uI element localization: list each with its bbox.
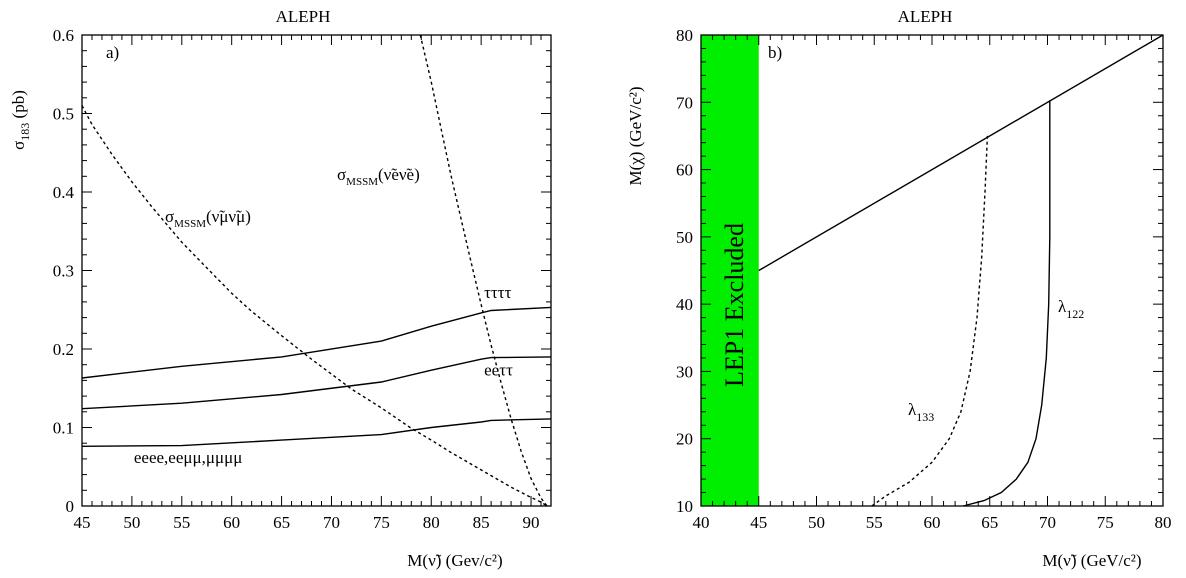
x-tick-label: 75 [1097, 513, 1114, 532]
chart-panel-a: ALEPH a) M(ν̃) (Gev/c²) σ183 (pb) 45 50 55… [9, 7, 552, 570]
y-tick-label: 50 [676, 228, 693, 247]
x-tick-label: 80 [423, 513, 440, 532]
y-tick-label: 60 [676, 161, 693, 180]
x-tick-label: 50 [123, 513, 140, 532]
y-tick-label: 0.2 [53, 340, 74, 359]
chart-a-panel-label: a) [106, 43, 119, 62]
chart-b-y-axis-label: M(χ) (GeV/c²) [626, 86, 645, 185]
y-tick-label: 30 [676, 362, 693, 381]
series-line-0-3 [81, 105, 548, 507]
x-tick-label: 90 [523, 513, 540, 532]
y-tick-label: 70 [676, 93, 693, 112]
chart-a-title: ALEPH [276, 7, 331, 26]
x-tick-label: 60 [924, 513, 941, 532]
series-annotation: eeττ [484, 361, 513, 380]
chart-b-title: ALEPH [898, 7, 953, 26]
y-tick-label: 40 [676, 295, 693, 314]
y-tick-label: 0 [66, 497, 75, 516]
series-line-1-1 [871, 135, 989, 507]
series-line-1-0 [758, 34, 1164, 272]
y-tick-label: 20 [676, 430, 693, 449]
lep1-excluded-label: LEP1 Excluded [720, 223, 749, 387]
y-tick-label: 0.5 [53, 105, 74, 124]
chart-panel-b: ALEPH b) LEP1 Excluded M(ν̃) (GeV/c²) M(… [626, 7, 1172, 570]
y-tick-label: 0.3 [53, 262, 74, 281]
y-tick-label: 0.1 [53, 419, 74, 438]
y-tick-label: 0.6 [53, 26, 74, 45]
lep1-excluded-region [701, 35, 759, 506]
x-tick-label: 55 [173, 513, 190, 532]
x-tick-label: 65 [273, 513, 290, 532]
chart-a-mssm-mu-label: σMSSM(ν̃μν̃μ) [165, 207, 251, 230]
y-tick-label: 80 [676, 26, 693, 45]
series-line-0-4 [419, 34, 548, 507]
chart-b-panel-label: b) [768, 43, 782, 62]
chart-a-mssm-e-label: σMSSM(ν̃eν̃e) [337, 165, 420, 188]
series-annotation: eeee,eeμμ,μμμμ [134, 448, 242, 467]
chart-b-lambda133-label: λ133 [908, 400, 934, 424]
chart-a-y-axis-label: σ183 (pb) [9, 90, 32, 150]
x-tick-label: 70 [1039, 513, 1056, 532]
x-tick-label: 45 [74, 513, 91, 532]
series-line-0-1 [81, 356, 552, 410]
plot-frame [700, 34, 1164, 507]
plot-frame [81, 34, 552, 507]
x-tick-label: 50 [808, 513, 825, 532]
chart-b-x-axis-label: M(ν̃) (GeV/c²) [1042, 551, 1141, 570]
x-tick-label: 70 [323, 513, 340, 532]
x-tick-label: 55 [866, 513, 883, 532]
y-tick-label: 10 [676, 497, 693, 516]
series-line-1-2 [963, 100, 1051, 507]
series-line-0-2 [81, 418, 552, 447]
y-tick-label: 0.4 [53, 183, 75, 202]
x-tick-label: 80 [1155, 513, 1172, 532]
x-tick-label: 45 [750, 513, 767, 532]
chart-b-lambda122-label: λ122 [1058, 297, 1084, 321]
x-tick-label: 60 [223, 513, 240, 532]
x-tick-label: 65 [981, 513, 998, 532]
x-tick-label: 75 [373, 513, 390, 532]
chart-a-x-axis-label: M(ν̃) (Gev/c²) [407, 551, 502, 570]
series-line-0-0 [81, 306, 552, 379]
x-tick-label: 40 [693, 513, 710, 532]
x-tick-label: 85 [473, 513, 490, 532]
series-annotation: ττττ [484, 283, 511, 302]
